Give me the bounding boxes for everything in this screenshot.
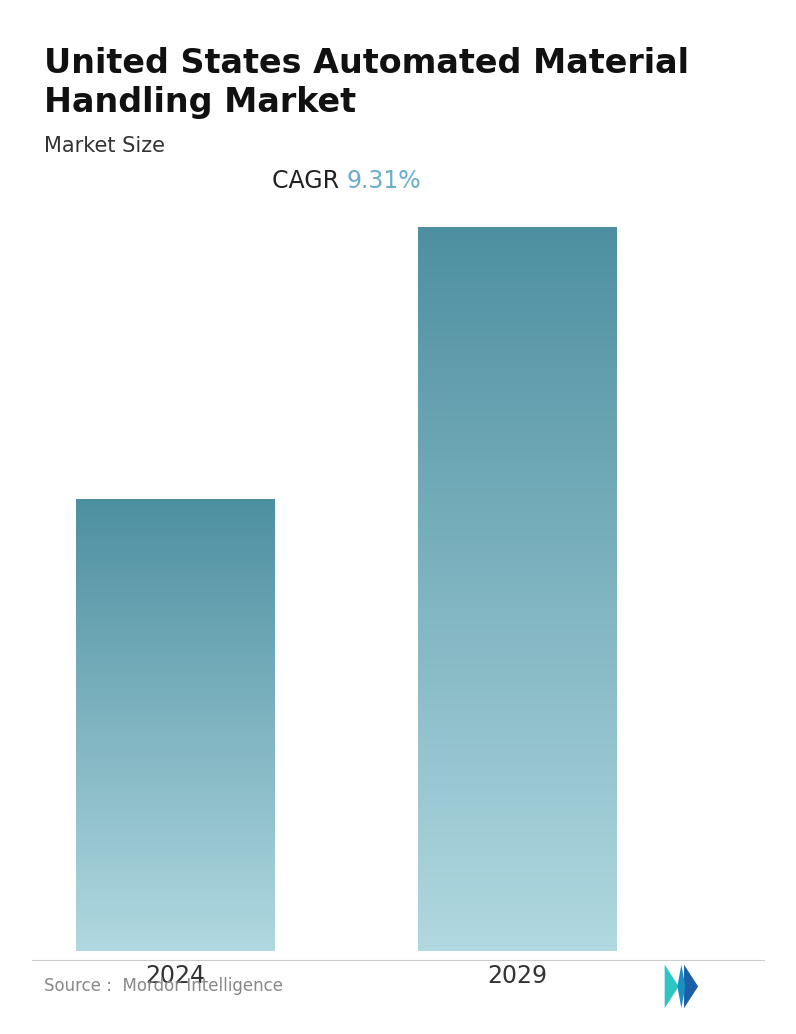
Text: 2029: 2029 bbox=[487, 964, 548, 987]
Text: 2024: 2024 bbox=[145, 964, 205, 987]
Text: United States Automated Material
Handling Market: United States Automated Material Handlin… bbox=[44, 47, 689, 119]
Text: CAGR: CAGR bbox=[271, 169, 346, 193]
Text: Market Size: Market Size bbox=[44, 136, 165, 156]
Text: Source :  Mordor Intelligence: Source : Mordor Intelligence bbox=[44, 977, 283, 995]
Text: 9.31%: 9.31% bbox=[346, 169, 421, 193]
